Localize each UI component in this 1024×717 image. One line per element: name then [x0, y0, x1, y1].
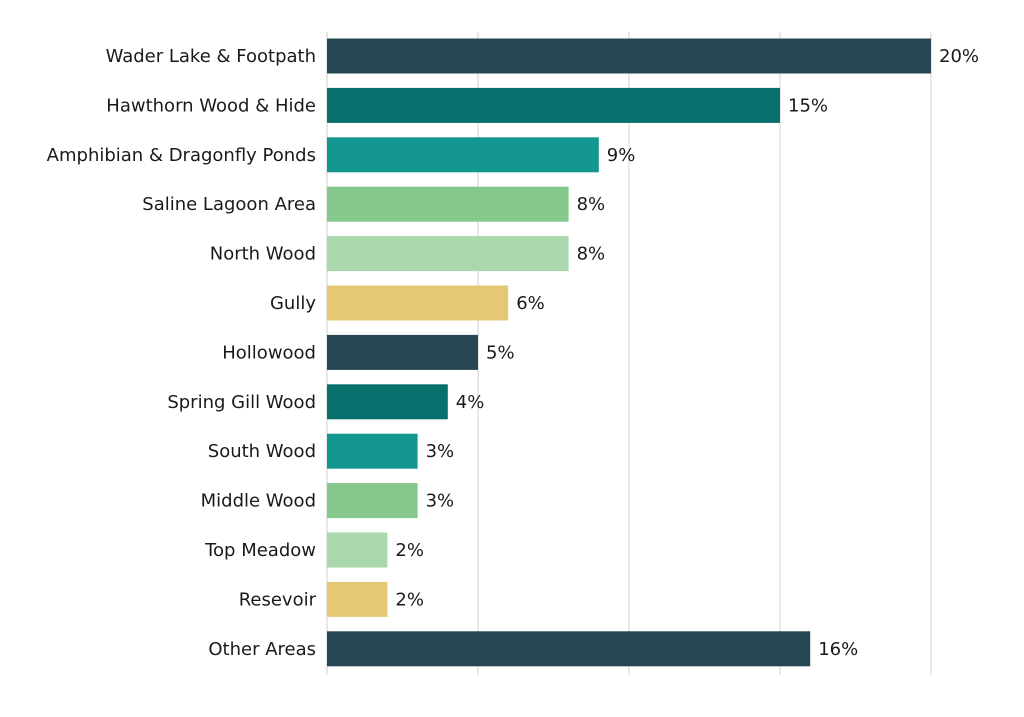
category-label-13: Other Areas — [208, 639, 316, 660]
bars — [327, 38, 931, 667]
value-label-9: 3% — [426, 441, 455, 462]
category-label-2: Hawthorn Wood & Hide — [106, 95, 316, 116]
category-label-5: North Wood — [210, 244, 316, 265]
category-label-3: Amphibian & Dragonfly Ponds — [47, 145, 316, 166]
value-label-13: 16% — [818, 639, 858, 660]
category-label-1: Wader Lake & Footpath — [106, 46, 316, 67]
category-label-12: Resevoir — [239, 589, 317, 610]
value-label-4: 8% — [577, 194, 606, 215]
value-label-2: 15% — [788, 95, 828, 116]
value-label-3: 9% — [607, 145, 636, 166]
bar-2 — [327, 87, 780, 123]
value-label-6: 6% — [516, 293, 545, 314]
value-label-7: 5% — [486, 342, 515, 363]
category-label-9: South Wood — [208, 441, 316, 462]
bar-9 — [327, 433, 418, 469]
bar-13 — [327, 631, 811, 667]
category-labels: Wader Lake & Footpath Hawthorn Wood & Hid… — [47, 46, 317, 660]
bar-8 — [327, 384, 448, 420]
value-label-11: 2% — [395, 540, 424, 561]
category-label-4: Saline Lagoon Area — [142, 194, 316, 215]
category-label-6: Gully — [270, 293, 316, 314]
value-label-1: 20% — [939, 46, 979, 67]
value-label-8: 4% — [456, 392, 485, 413]
bar-12 — [327, 581, 388, 617]
value-labels: 20% 15% 9% 8% 8% 6% 5% 4% 3% 3% 2% 2% 16% — [395, 46, 979, 660]
value-label-12: 2% — [395, 589, 424, 610]
category-label-10: Middle Wood — [201, 491, 316, 512]
bar-10 — [327, 483, 418, 519]
category-label-11: Top Meadow — [204, 540, 316, 561]
bar-1 — [327, 38, 931, 74]
category-label-8: Spring Gill Wood — [167, 392, 316, 413]
bar-7 — [327, 334, 478, 370]
value-label-5: 8% — [577, 244, 606, 265]
bar-11 — [327, 532, 388, 568]
category-label-7: Hollowood — [222, 342, 316, 363]
bar-5 — [327, 236, 569, 272]
bar-4 — [327, 186, 569, 222]
value-label-10: 3% — [426, 491, 455, 512]
bar-6 — [327, 285, 509, 321]
bar-3 — [327, 137, 599, 173]
